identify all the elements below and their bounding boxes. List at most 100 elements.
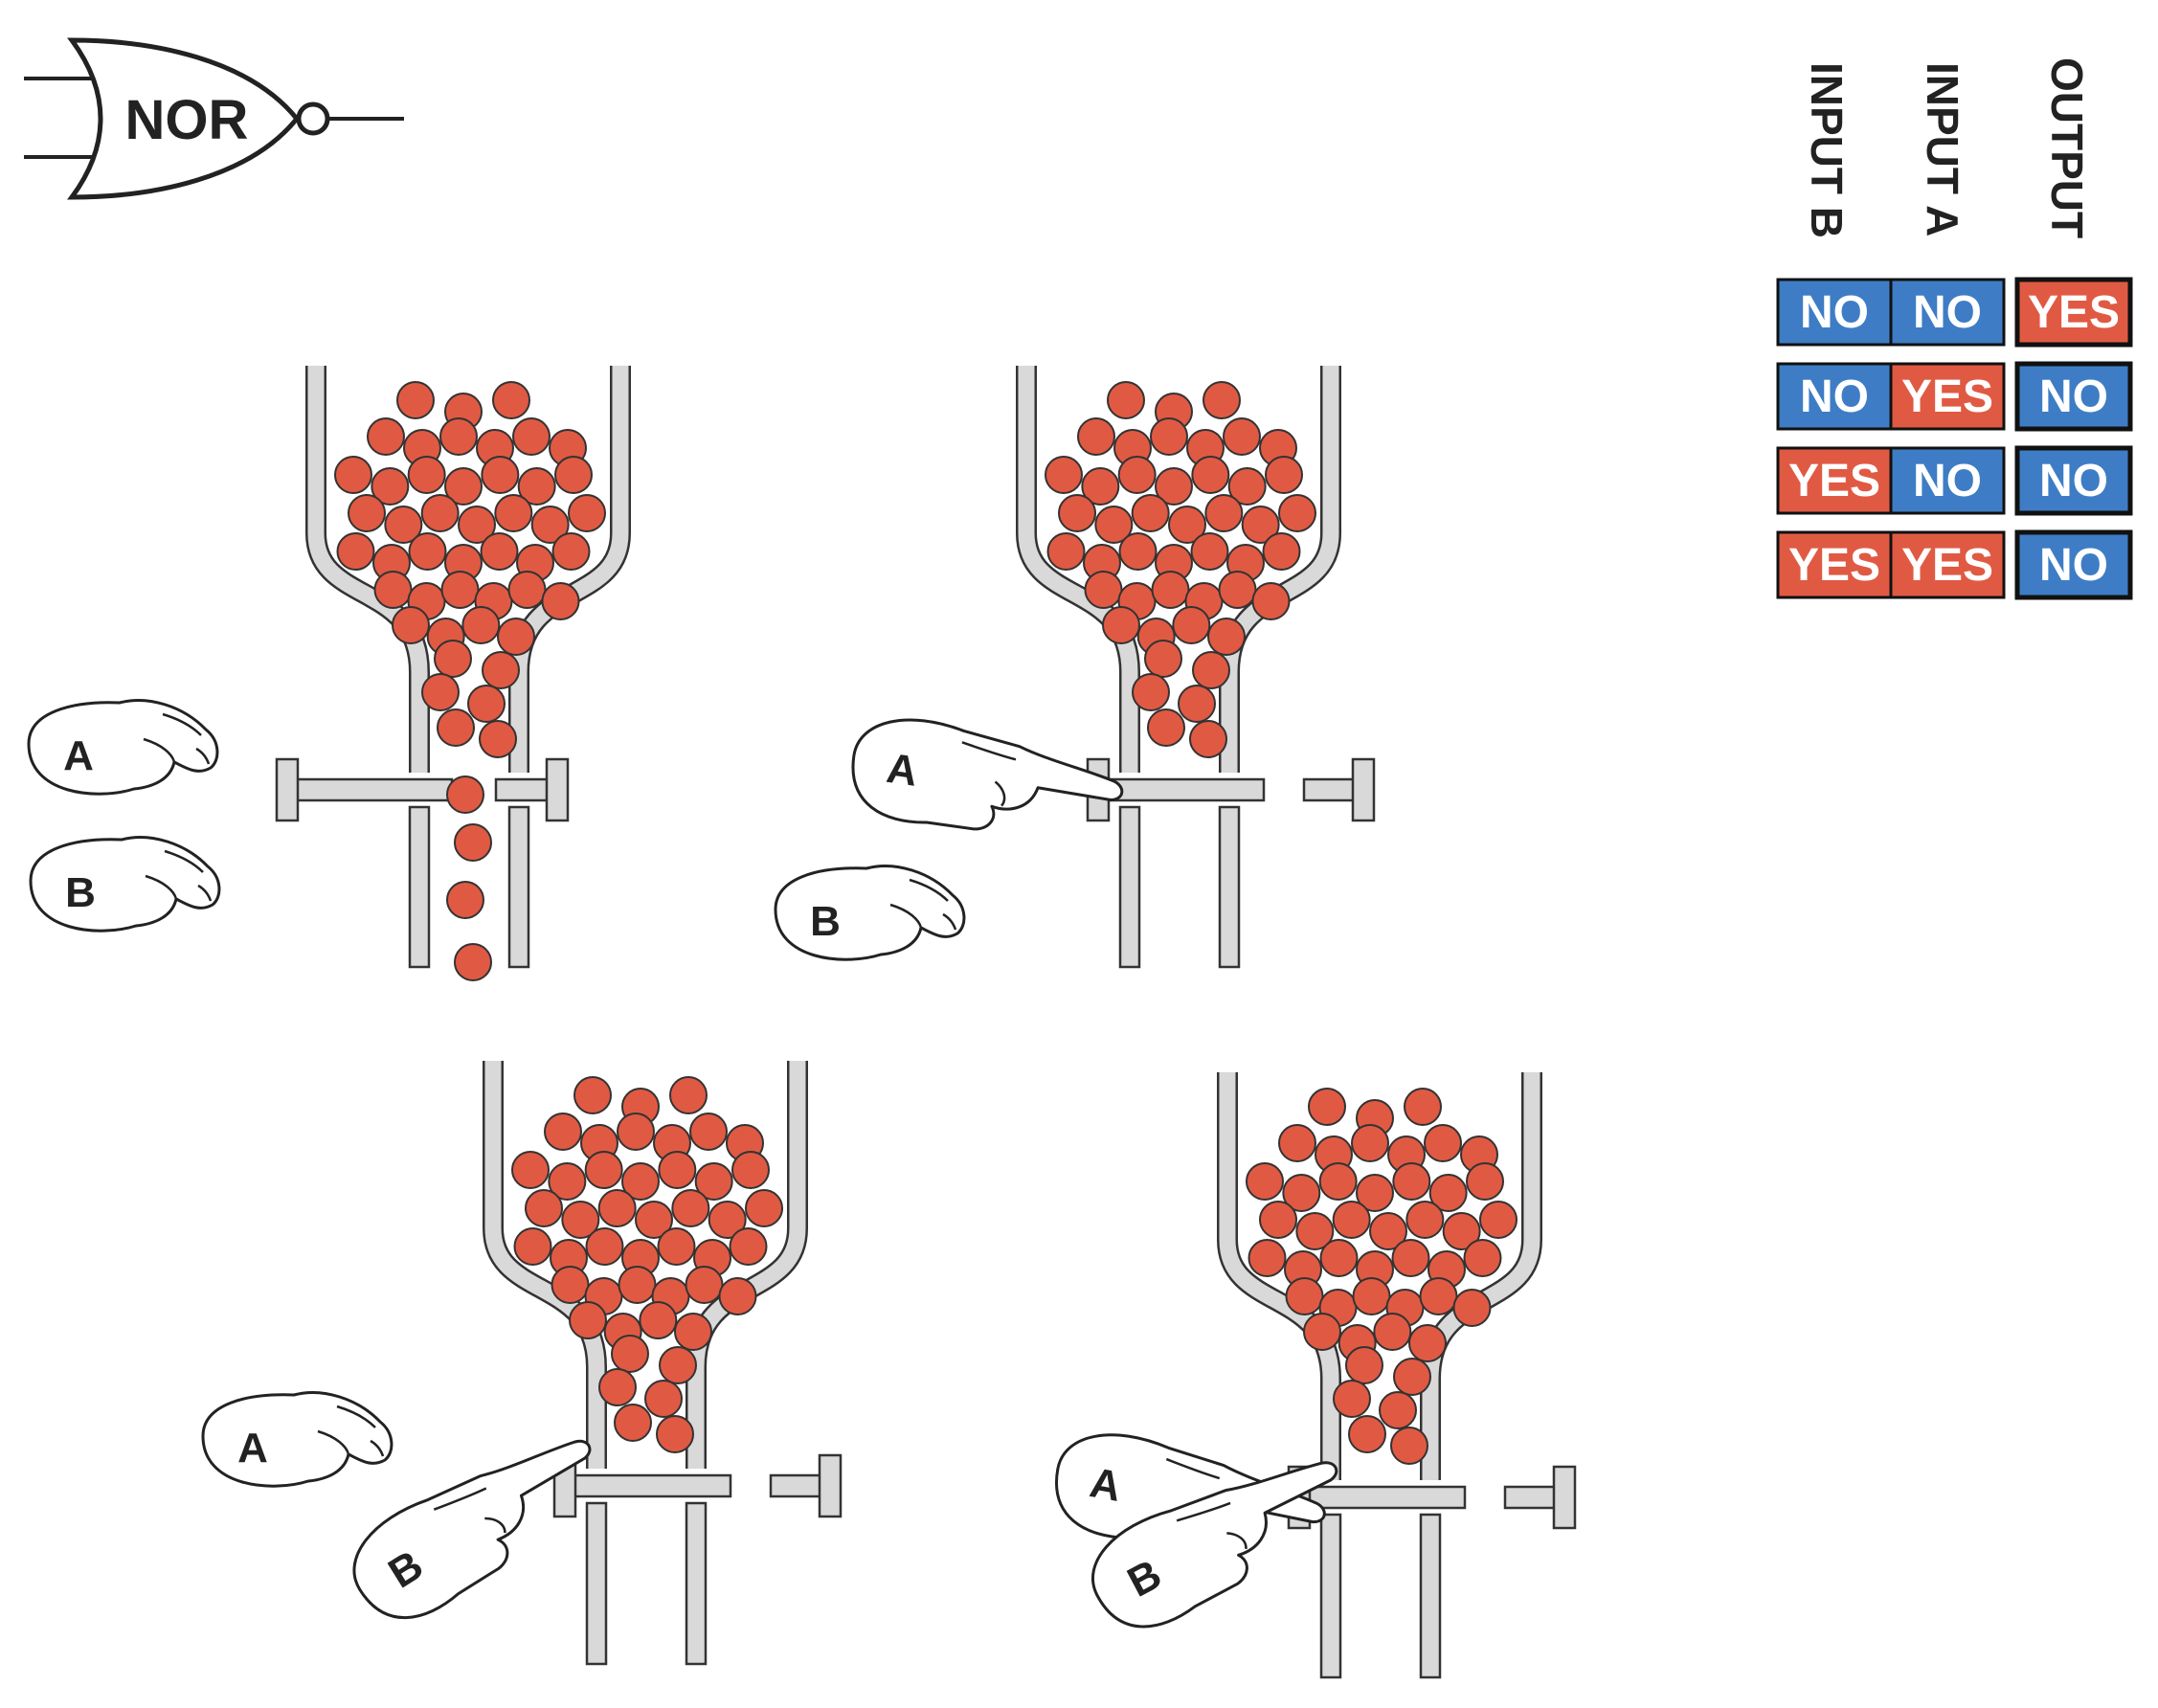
ball <box>512 417 551 456</box>
ball <box>656 1415 694 1453</box>
falling-ball <box>454 943 492 981</box>
panel-b-pressed: AB <box>201 1061 843 1666</box>
truth-cell-text: YES <box>2028 287 2120 338</box>
ball <box>1189 720 1227 758</box>
ball <box>685 1266 724 1304</box>
ball <box>517 467 556 506</box>
ball <box>1332 1201 1371 1239</box>
truth-cell-text: NO <box>1913 287 1982 338</box>
ball <box>745 1189 783 1227</box>
ball <box>1428 1174 1468 1212</box>
slider-b[interactable] <box>494 757 570 822</box>
ball <box>525 1189 563 1227</box>
hand-a: A <box>27 699 219 796</box>
ball <box>671 1189 710 1227</box>
ball <box>396 381 435 419</box>
ball <box>1251 582 1291 620</box>
ball <box>513 1227 552 1266</box>
ball <box>1131 494 1170 532</box>
ball-pile <box>511 1076 783 1453</box>
ball <box>458 506 496 544</box>
ball <box>617 1112 655 1151</box>
ball <box>541 582 580 620</box>
ball <box>561 1201 600 1239</box>
ball <box>494 494 533 532</box>
ball <box>657 1227 696 1266</box>
header-input-b: INPUT B <box>1802 62 1852 238</box>
ball <box>1405 1201 1445 1239</box>
ball <box>1319 1239 1359 1277</box>
ball <box>1285 1277 1324 1315</box>
ball <box>1373 1313 1412 1351</box>
ball <box>392 606 430 644</box>
ball <box>467 685 506 723</box>
ball <box>1452 1289 1492 1327</box>
truth-table: INPUT B INPUT A OUTPUT NO NO YES NO YES NO YES… <box>1776 57 2133 600</box>
output-tube-left <box>1319 1513 1342 1679</box>
truth-cell-text: YES <box>1788 456 1880 506</box>
slider-open[interactable] <box>1302 757 1376 822</box>
truth-cell-text: YES <box>1788 540 1880 591</box>
ball <box>461 606 501 644</box>
panel-both-pressed: AB <box>1055 1072 1577 1679</box>
ball <box>635 1201 673 1239</box>
ball <box>1168 506 1206 544</box>
ball <box>336 532 375 571</box>
slider-open[interactable] <box>1503 1465 1577 1530</box>
ball <box>674 1313 712 1351</box>
output-tube-left <box>408 805 431 969</box>
truth-cell-b-2: YES <box>1776 446 1893 515</box>
ball <box>669 1076 708 1114</box>
hand-a: A <box>1055 1433 1326 1548</box>
ball <box>1308 1088 1346 1126</box>
ball <box>1241 506 1280 544</box>
ball <box>437 708 475 747</box>
truth-cell-b-3: YES <box>1776 530 1893 599</box>
slider-closed[interactable] <box>552 1453 732 1518</box>
ball <box>1248 1239 1287 1277</box>
ball <box>554 456 593 494</box>
ball <box>384 506 423 544</box>
ball <box>1147 708 1185 747</box>
truth-cell-text: NO <box>1913 456 1982 506</box>
ball <box>585 1227 624 1266</box>
ball <box>367 417 405 456</box>
ball <box>1178 685 1216 723</box>
ball <box>1295 1212 1335 1250</box>
truth-cell-text: YES <box>1901 540 1993 591</box>
ball <box>708 1201 747 1239</box>
ball <box>618 1266 657 1304</box>
truth-cell-b-0: NO <box>1776 278 1893 347</box>
slider-open[interactable] <box>769 1453 843 1518</box>
ball <box>479 720 517 758</box>
ball <box>1107 381 1145 419</box>
ball <box>480 532 519 571</box>
truth-cell-out-0: YES <box>2014 277 2133 348</box>
ball <box>1318 1162 1358 1201</box>
truth-cell-text: NO <box>1800 287 1869 338</box>
hand-letter: A <box>237 1425 268 1472</box>
ball <box>1207 618 1246 656</box>
ball <box>639 1301 678 1339</box>
ball <box>1356 1174 1394 1212</box>
ball <box>1058 494 1096 532</box>
ball <box>1151 571 1190 609</box>
ball <box>611 1335 649 1373</box>
ball <box>1351 1124 1389 1162</box>
ball <box>597 1189 637 1227</box>
ball <box>1442 1212 1481 1250</box>
ball <box>1204 494 1244 532</box>
ball <box>1404 1088 1442 1126</box>
ball <box>644 1380 683 1418</box>
ball <box>507 571 547 609</box>
output-tube-right <box>1419 1513 1442 1679</box>
ball <box>1172 606 1211 644</box>
slider-a[interactable] <box>275 757 454 822</box>
ball <box>621 1162 660 1201</box>
ball-pile <box>1246 1088 1517 1465</box>
hand-b: B <box>774 865 966 961</box>
output-tube-left <box>585 1501 608 1666</box>
ball <box>1246 1162 1284 1201</box>
ball <box>614 1404 652 1442</box>
ball <box>1419 1277 1458 1315</box>
